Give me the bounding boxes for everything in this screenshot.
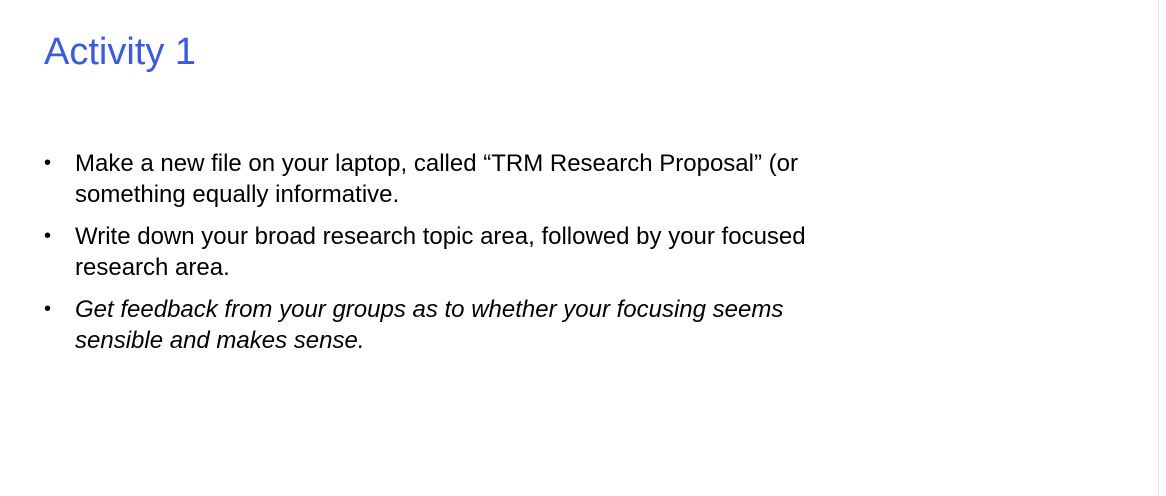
slide-edge-divider <box>1158 0 1159 496</box>
bullet-item-write-topic: • Write down your broad research topic a… <box>44 221 844 283</box>
bullet-text: Make a new file on your laptop, called “… <box>75 150 798 208</box>
slide-title: Activity 1 <box>44 31 197 73</box>
bullet-text: Write down your broad research topic are… <box>75 223 806 281</box>
bullet-list: • Make a new file on your laptop, called… <box>44 148 844 367</box>
bullet-item-get-feedback: • Get feedback from your groups as to wh… <box>44 294 844 356</box>
bullet-icon: • <box>44 152 52 174</box>
bullet-text: Get feedback from your groups as to whet… <box>75 296 784 354</box>
bullet-icon: • <box>44 298 52 320</box>
bullet-icon: • <box>44 225 52 247</box>
bullet-item-create-file: • Make a new file on your laptop, called… <box>44 148 844 210</box>
